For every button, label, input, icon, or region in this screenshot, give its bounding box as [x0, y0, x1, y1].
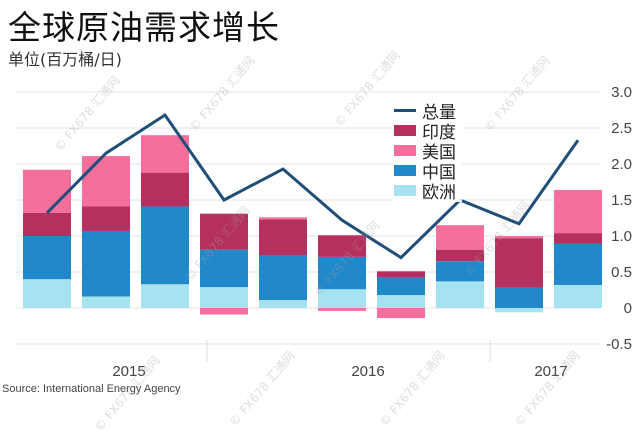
bar-segment — [141, 135, 189, 173]
bar-segment — [436, 249, 484, 262]
total-line — [45, 112, 580, 260]
bar-segment — [554, 284, 602, 308]
bar-segment — [23, 236, 71, 280]
bar-segment — [200, 287, 248, 308]
bar-segment — [259, 217, 307, 220]
svg-text:2.5: 2.5 — [611, 120, 632, 137]
bar-segment — [259, 300, 307, 308]
legend-item-india: 印度 — [394, 120, 456, 143]
bar-segment — [495, 287, 543, 308]
legend-swatch — [394, 144, 416, 156]
bar-segment — [141, 172, 189, 207]
bar-segment — [554, 243, 602, 285]
legend-swatch — [394, 184, 416, 196]
bar-segment — [259, 219, 307, 256]
legend-swatch — [394, 164, 416, 176]
legend-item-us: 美国 — [394, 140, 456, 163]
legend-item-china: 中国 — [394, 160, 456, 183]
legend-line-swatch — [394, 108, 416, 112]
stacked-bars — [23, 135, 602, 319]
svg-text:2015: 2015 — [112, 363, 145, 380]
bar-segment — [318, 256, 366, 290]
bar-segment — [436, 261, 484, 282]
legend-label: 中国 — [422, 162, 456, 183]
bar-segment — [436, 281, 484, 308]
legend-label: 欧洲 — [422, 182, 456, 203]
bar-segment — [554, 233, 602, 244]
bar-segment — [23, 279, 71, 308]
bar-segment — [495, 236, 543, 239]
chart-title: 全球原油需求增长 — [8, 8, 280, 47]
bar-segment — [318, 289, 366, 308]
bar-segment — [377, 277, 425, 296]
bar-segment — [200, 213, 248, 250]
chart-plot: 3.0 2.5 2.0 1.5 1.0 0.5 0 -0.5 2015 2016 2017 — [16, 84, 632, 380]
svg-text:2017: 2017 — [534, 363, 567, 380]
svg-text:1.5: 1.5 — [611, 192, 632, 209]
bar-segment — [141, 284, 189, 308]
bar-segment — [436, 225, 484, 250]
legend-item-total: 总量 — [394, 100, 456, 123]
bar-segment — [82, 296, 130, 308]
source-note: Source: International Energy Agency — [2, 383, 181, 395]
svg-text:1.0: 1.0 — [611, 228, 632, 245]
bar-segment — [23, 169, 71, 213]
legend-label: 美国 — [422, 142, 456, 163]
legend-label: 总量 — [422, 102, 456, 123]
bar-segment — [495, 238, 543, 288]
legend-swatch — [394, 124, 416, 136]
chart-subtitle: 单位(百万桶/日) — [8, 50, 122, 69]
svg-text:3.0: 3.0 — [611, 84, 632, 101]
y-axis-ticks: 3.0 2.5 2.0 1.5 1.0 0.5 0 -0.5 — [606, 84, 632, 353]
bar-segment — [200, 308, 248, 315]
bar-segment — [318, 235, 366, 257]
legend-label: 印度 — [422, 122, 456, 143]
bar-segment — [141, 206, 189, 285]
svg-text:0: 0 — [624, 300, 632, 317]
bar-segment — [82, 230, 130, 297]
svg-text:2016: 2016 — [351, 363, 384, 380]
bar-segment — [200, 249, 248, 288]
bar-segment — [495, 308, 543, 313]
bar-segment — [23, 212, 71, 236]
bar-segment — [82, 156, 130, 207]
legend-item-europe: 欧洲 — [394, 180, 456, 203]
bar-segment — [377, 271, 425, 278]
bar-segment — [259, 255, 307, 301]
legend: 总量 印度 美国 中国 欧洲 — [392, 98, 462, 203]
bar-segment — [554, 189, 602, 234]
svg-text:-0.5: -0.5 — [606, 336, 632, 353]
svg-text:0.5: 0.5 — [611, 264, 632, 281]
x-axis: 2015 2016 2017 — [112, 340, 568, 380]
svg-text:2.0: 2.0 — [611, 156, 632, 173]
bar-segment — [377, 295, 425, 308]
bar-segment — [377, 308, 425, 319]
bar-segment — [318, 308, 366, 311]
bar-segment — [82, 206, 130, 231]
